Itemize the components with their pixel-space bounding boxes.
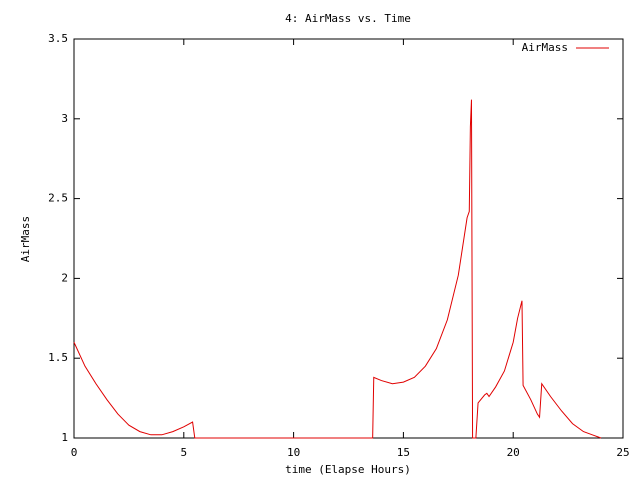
y-axis-label: AirMass xyxy=(19,216,32,262)
plot-frame xyxy=(73,38,624,439)
x-tick-label: 10 xyxy=(287,446,300,459)
data-line xyxy=(73,99,602,439)
y-tick-label: 3.5 xyxy=(48,32,68,45)
y-tick-label: 1.5 xyxy=(48,351,68,364)
x-tick-label: 25 xyxy=(616,446,629,459)
x-tick-label: 15 xyxy=(397,446,410,459)
x-axis-label: time (Elapse Hours) xyxy=(285,463,411,476)
y-tick-label: 2.5 xyxy=(48,192,68,205)
x-tick-label: 5 xyxy=(180,446,187,459)
y-tick-label: 3 xyxy=(61,112,68,125)
y-tick-label: 1 xyxy=(61,431,68,444)
x-tick-label: 0 xyxy=(71,446,78,459)
y-tick-label: 2 xyxy=(61,271,68,284)
x-tick-label: 20 xyxy=(507,446,520,459)
chart-title: 4: AirMass vs. Time xyxy=(285,12,411,25)
legend-label: AirMass xyxy=(522,41,568,54)
